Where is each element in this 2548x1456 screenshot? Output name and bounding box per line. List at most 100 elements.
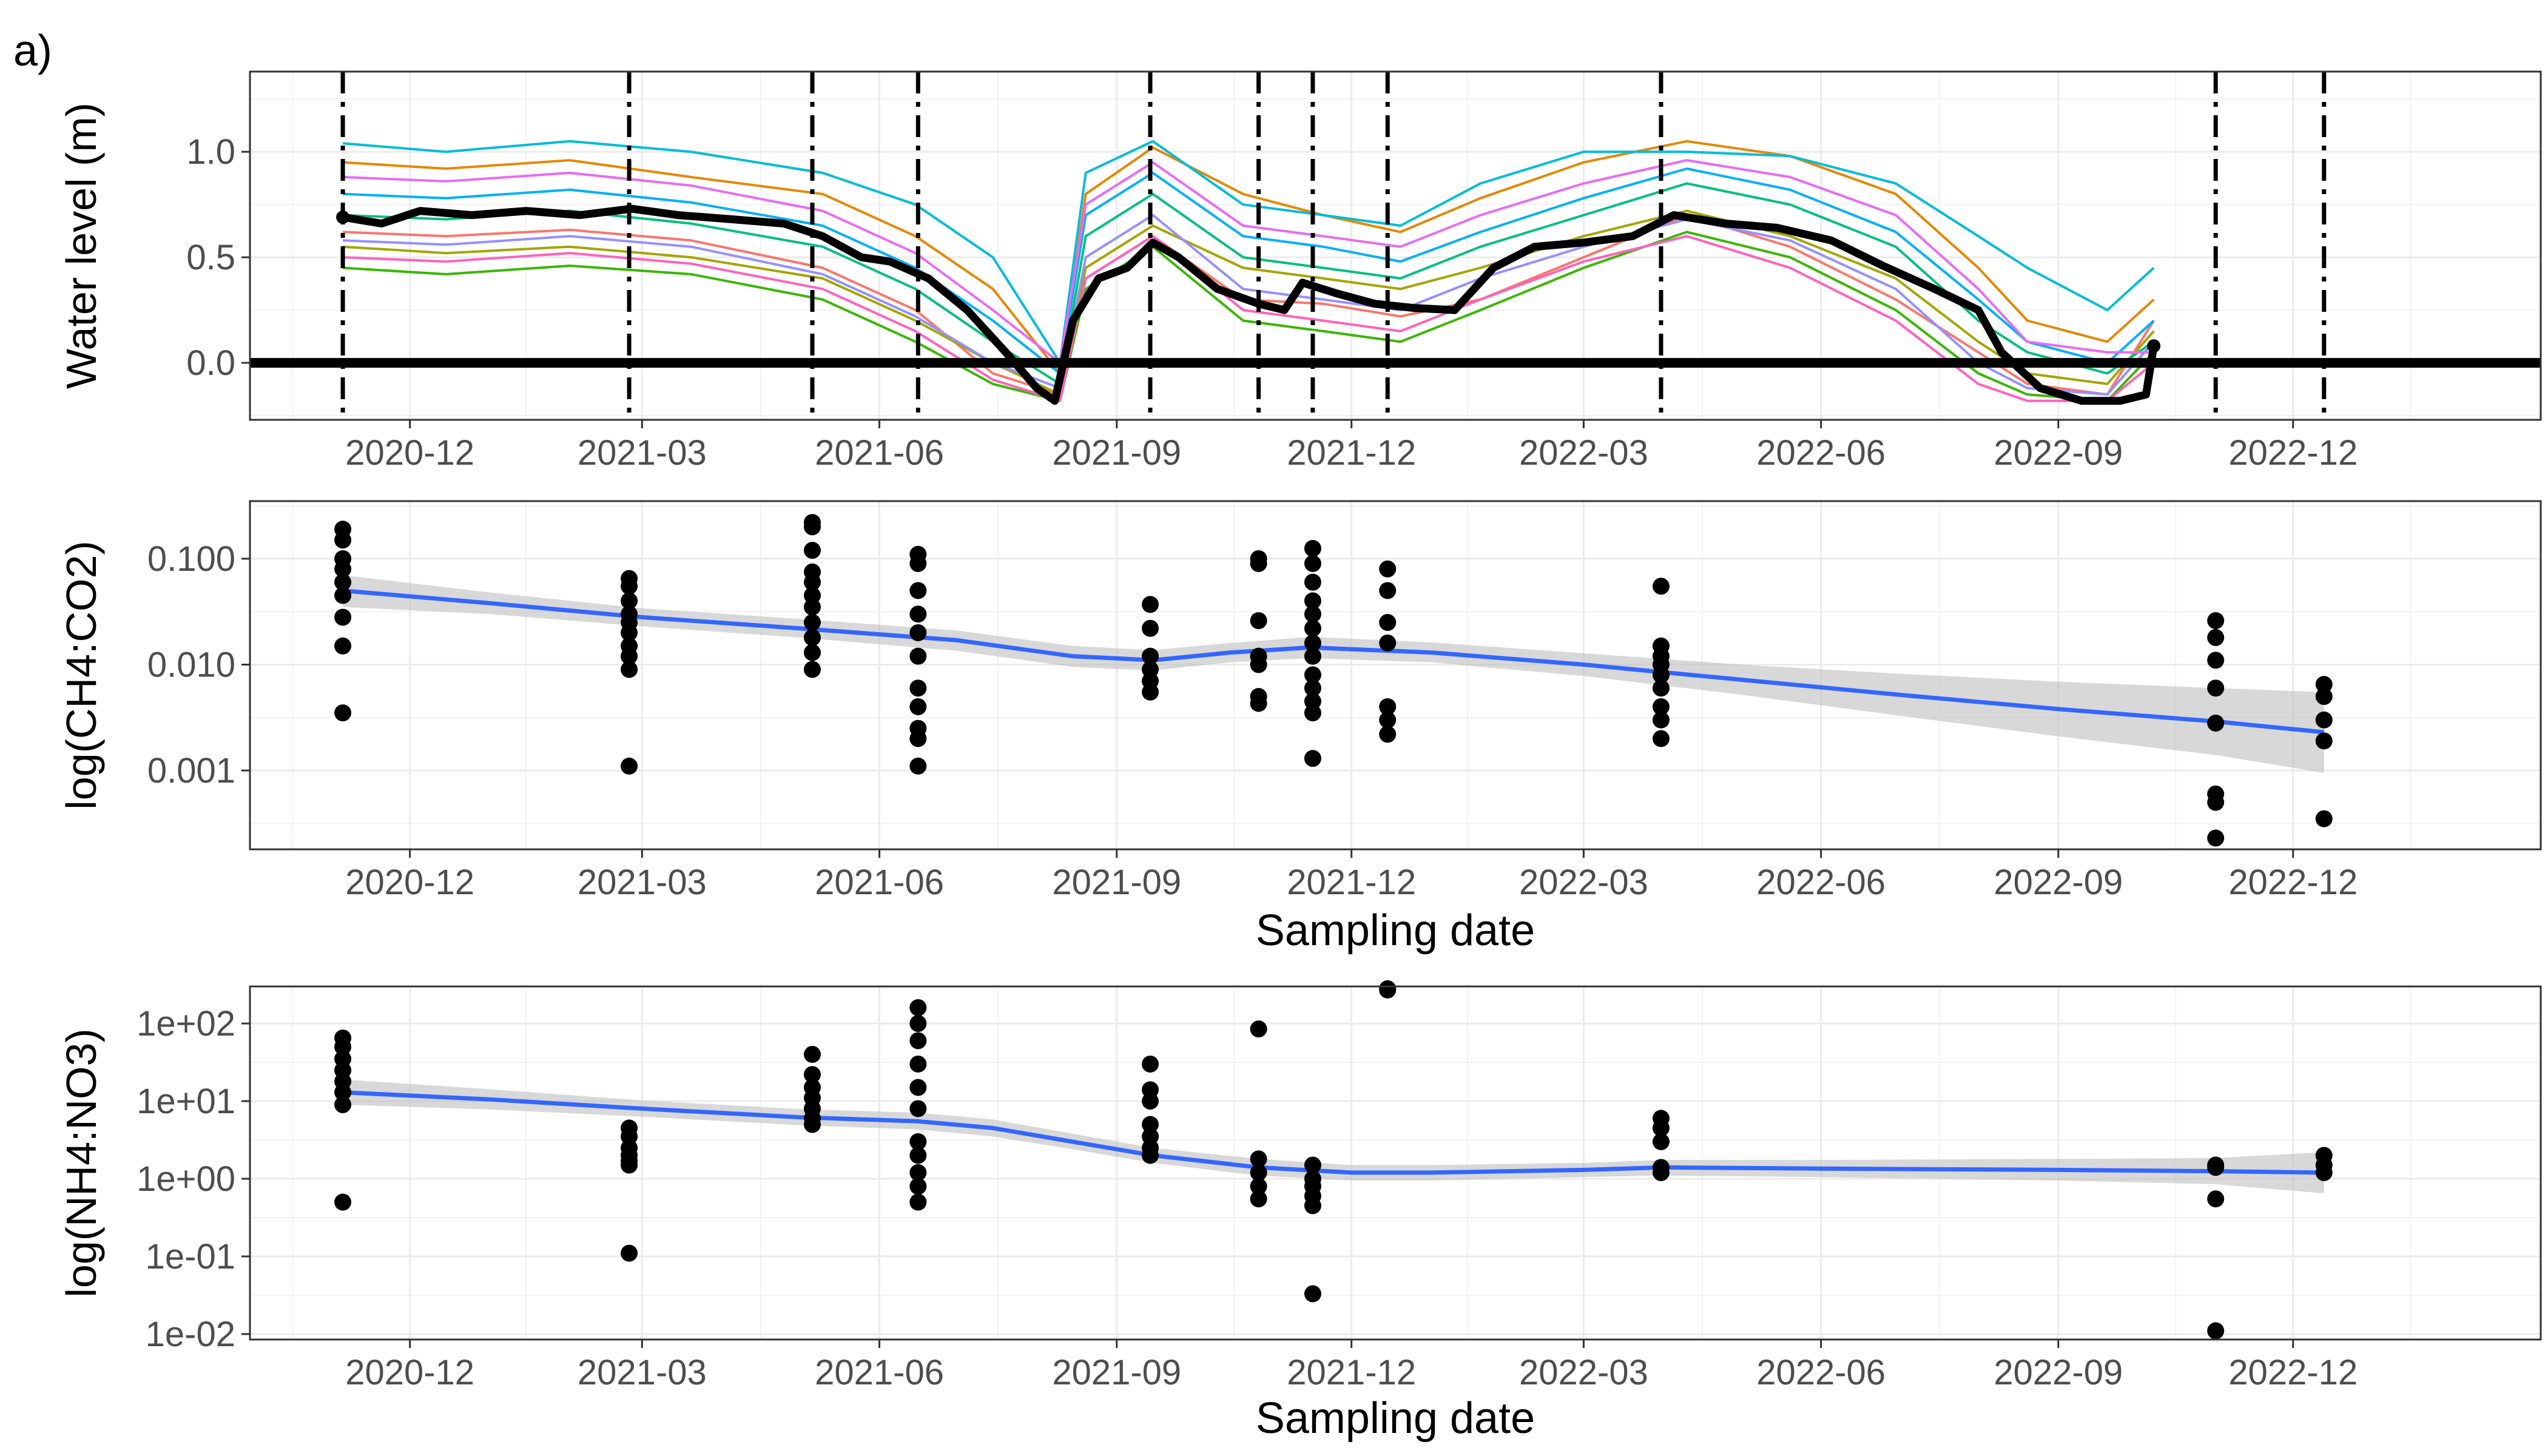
ch4-co2-data-point [334, 587, 352, 604]
nh4-no3-data-point [334, 1096, 352, 1113]
ch4-co2-data-point [334, 637, 352, 655]
nh4-no3-x-tick-label: 2022-12 [2228, 1353, 2358, 1392]
nh4-no3-data-point [1304, 1156, 1321, 1174]
ch4-co2-data-point [1304, 540, 1321, 558]
water-level-mean-series-line [342, 204, 2158, 405]
ch4-co2-data-point [1304, 750, 1321, 767]
ch4-co2-data-point [621, 647, 638, 665]
nh4-no3-data-point [1304, 1197, 1321, 1215]
water-level-x-tick-label: 2022-03 [1519, 433, 1648, 473]
ch4-co2-data-point [2207, 629, 2225, 646]
nh4-no3-data-point [334, 1193, 352, 1211]
ch4-co2-x-axis-title: Sampling date [1256, 906, 1535, 955]
ch4-co2-data-point [2207, 652, 2225, 669]
water-level-well-series-line [342, 140, 2155, 375]
nh4-no3-data-point [2207, 1159, 2225, 1176]
water-level-x-tick-label: 2021-09 [1052, 433, 1181, 473]
ch4-co2-data-point [334, 531, 352, 549]
nh4-no3-panel: 1e-02 1e-01 1e+00 1e+01 1e+02 2020-12 2021-03… [58, 980, 2542, 1443]
water-level-y-tick-label: 1.0 [186, 132, 235, 172]
ch4-co2-x-tick-label: 2022-09 [1994, 863, 2123, 902]
ch4-co2-data-point [909, 647, 927, 665]
ch4-co2-data-point [334, 573, 352, 591]
ch4-co2-data-point [1304, 592, 1321, 610]
water-level-x-axis: 2020-12 2021-03 2021-06 2021-09 2021-12 2022-… [345, 420, 2358, 473]
nh4-no3-data-point [909, 1193, 927, 1211]
nh4-no3-data-point [803, 1066, 821, 1084]
nh4-no3-data-point [1250, 1190, 1267, 1208]
nh4-no3-panel-border [249, 985, 2542, 1341]
panel-label: a) [13, 27, 52, 75]
ch4-co2-y-tick-label: 0.100 [147, 539, 235, 579]
ch4-co2-data-point [909, 679, 927, 697]
water-level-x-tick-label: 2021-03 [578, 433, 707, 473]
ch4-co2-data-point [803, 661, 821, 678]
ch4-co2-data-point [621, 578, 638, 595]
ch4-co2-data-point [621, 661, 638, 678]
ch4-co2-y-axis-title: log(CH4:CO2) [58, 541, 105, 809]
nh4-no3-data-point [1142, 1093, 1159, 1110]
nh4-no3-x-tick-label: 2021-12 [1287, 1353, 1416, 1392]
ch4-co2-series-group [342, 575, 2325, 773]
ch4-co2-data-point [1379, 698, 1397, 715]
nh4-no3-x-tick-label: 2022-06 [1756, 1353, 1886, 1392]
ch4-co2-data-point [1379, 634, 1397, 652]
nh4-no3-data-point [2207, 1190, 2225, 1208]
nh4-no3-y-tick-label: 1e+00 [136, 1159, 235, 1199]
ch4-co2-data-point [1304, 704, 1321, 722]
nh4-no3-data-point [909, 1100, 927, 1117]
water-level-x-tick-label: 2022-09 [1994, 433, 2123, 473]
water-level-panel: 0.00.51.0 2020-12 2021-03 2021-06 2021-09 20… [58, 70, 2542, 473]
ch4-co2-data-point [2315, 688, 2333, 706]
ch4-co2-data-point [803, 629, 821, 646]
nh4-no3-x-axis: 2020-12 2021-03 2021-06 2021-09 2021-12 2022-… [345, 1340, 2358, 1392]
ch4-co2-data-point [1304, 679, 1321, 697]
ch4-co2-data-point [1304, 605, 1321, 623]
nh4-no3-x-tick-label: 2021-09 [1052, 1353, 1181, 1392]
ch4-co2-smooth-trend-line [342, 588, 2325, 735]
water-level-well-series-line [342, 231, 2155, 402]
ch4-co2-x-tick-label: 2022-03 [1519, 863, 1648, 902]
nh4-no3-data-point [909, 1164, 927, 1181]
ch4-co2-data-point [1142, 596, 1159, 613]
water-level-x-tick-label: 2021-06 [815, 433, 944, 473]
ch4-co2-data-point [1304, 647, 1321, 665]
water-level-well-series-line [343, 214, 2155, 396]
water-level-well-series-line [343, 159, 2154, 365]
ch4-co2-y-tick-label: 0.010 [147, 645, 235, 684]
ch4-co2-data-point [803, 644, 821, 661]
water-level-well-series-line [343, 167, 2155, 375]
ch4-co2-x-tick-label: 2022-12 [2228, 863, 2358, 902]
ch4-co2-data-point [2207, 679, 2225, 697]
nh4-no3-x-tick-label: 2022-03 [1519, 1353, 1648, 1392]
ch4-co2-overlay-group [334, 514, 2333, 847]
ch4-co2-data-point [803, 573, 821, 591]
water-level-x-tick-label: 2020-12 [345, 433, 474, 473]
ch4-co2-data-point [909, 624, 927, 641]
ch4-co2-data-point [1379, 711, 1397, 729]
ch4-co2-data-point [1379, 560, 1397, 578]
nh4-no3-y-tick-label: 1e-01 [146, 1237, 235, 1276]
nh4-no3-data-point [1652, 1164, 1670, 1181]
ch4-co2-data-point [803, 598, 821, 616]
ch4-co2-data-point [621, 592, 638, 610]
nh4-no3-data-point [909, 1055, 927, 1073]
nh4-no3-data-point [1652, 1119, 1670, 1137]
water-level-mean-series-end-point [2147, 339, 2161, 353]
ch4-co2-data-point [1379, 614, 1397, 632]
nh4-no3-data-point [2315, 1164, 2333, 1181]
nh4-no3-x-tick-label: 2021-03 [578, 1353, 707, 1392]
nh4-no3-y-axis-title: log(NH4:NO3) [58, 1028, 105, 1297]
water-level-x-tick-label: 2022-12 [2228, 433, 2358, 473]
nh4-no3-y-tick-label: 1e-02 [146, 1315, 235, 1354]
nh4-no3-data-point [909, 1079, 927, 1096]
ch4-co2-data-point [909, 554, 927, 572]
ch4-co2-data-point [2207, 612, 2225, 630]
nh4-no3-data-point [803, 1045, 821, 1063]
nh4-no3-data-point [1304, 1285, 1321, 1303]
ch4-co2-data-point [1304, 619, 1321, 637]
ch4-co2-data-point [2315, 711, 2333, 729]
ch4-co2-data-point [1142, 619, 1159, 637]
ch4-co2-data-point [909, 582, 927, 599]
